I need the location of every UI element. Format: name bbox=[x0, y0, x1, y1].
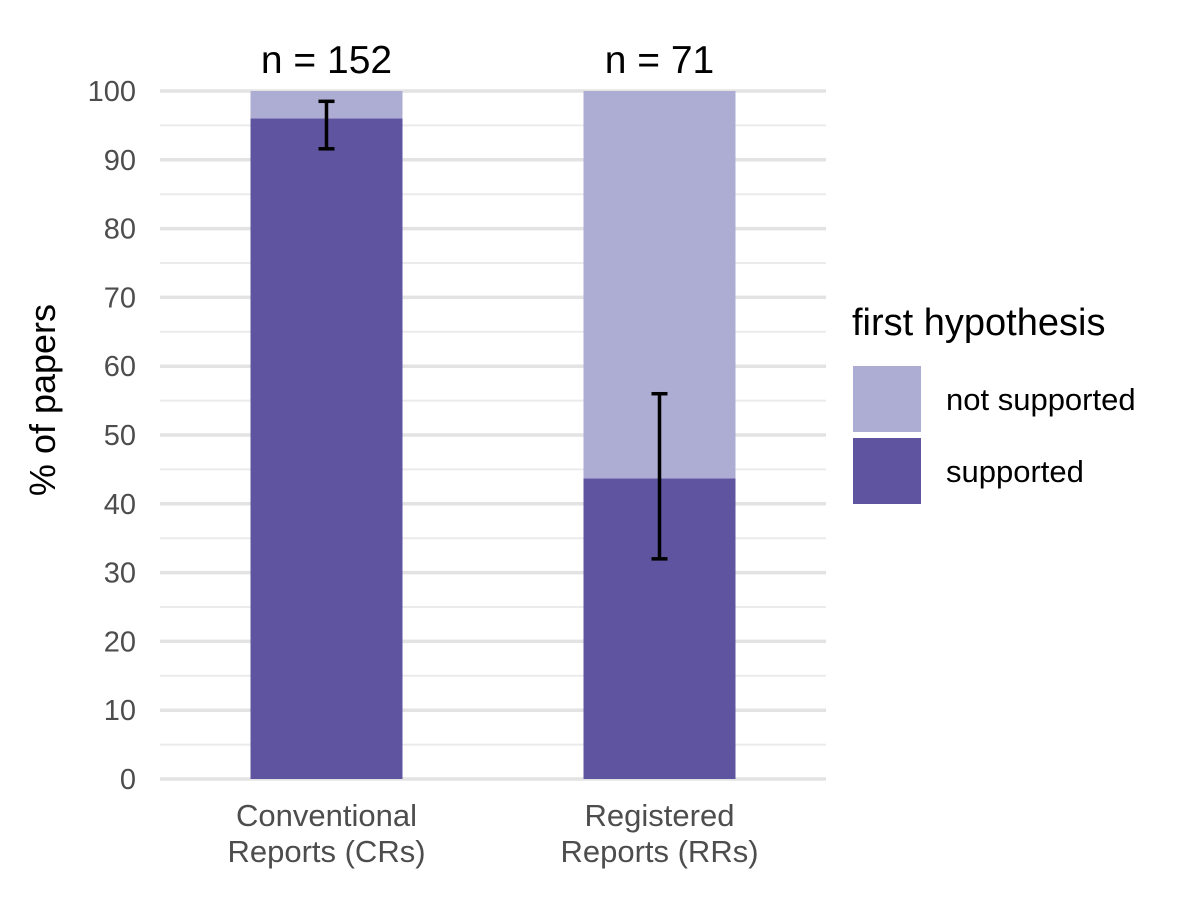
legend-swatch bbox=[853, 438, 921, 504]
x-axis-category-labels: Conventional Reports (CRs)Registered Repor… bbox=[227, 798, 758, 869]
x-category-label-line: Conventional bbox=[236, 798, 417, 833]
sample-size-label: n = 152 bbox=[261, 39, 392, 82]
y-tick-label: 50 bbox=[104, 420, 136, 452]
bars bbox=[250, 91, 736, 779]
y-tick-label: 60 bbox=[104, 351, 136, 383]
legend: first hypothesis not supported supported bbox=[852, 302, 1136, 504]
y-tick-label: 20 bbox=[104, 626, 136, 658]
y-tick-label: 90 bbox=[104, 145, 136, 177]
bar-segment-supported bbox=[250, 118, 403, 779]
y-tick-label: 100 bbox=[88, 76, 136, 108]
y-axis-ticks: 0 10 20 30 40 50 60 70 80 90 100 bbox=[88, 76, 136, 796]
x-category-label-line: Registered bbox=[585, 798, 735, 833]
y-tick-label: 70 bbox=[104, 282, 136, 314]
y-tick-label: 30 bbox=[104, 558, 136, 590]
y-tick-label: 10 bbox=[104, 695, 136, 727]
legend-items: not supported supported bbox=[853, 366, 1136, 504]
y-tick-label: 80 bbox=[104, 214, 136, 246]
x-category-label-line: Reports (RRs) bbox=[560, 834, 758, 869]
sample-size-label: n = 71 bbox=[605, 39, 715, 82]
y-axis-title: % of papers bbox=[22, 304, 63, 496]
legend-label: not supported bbox=[946, 382, 1136, 417]
y-tick-label: 0 bbox=[120, 764, 136, 796]
x-category-label: Conventional Reports (CRs) bbox=[227, 798, 425, 869]
legend-label: supported bbox=[946, 454, 1084, 489]
legend-swatch bbox=[853, 366, 921, 432]
legend-title: first hypothesis bbox=[852, 302, 1105, 344]
sample-size-labels: n = 152 n = 71 bbox=[261, 39, 714, 82]
error-bars bbox=[318, 99, 668, 561]
x-category-label-line: Reports (CRs) bbox=[227, 834, 425, 869]
x-category-label: Registered Reports (RRs) bbox=[560, 798, 758, 869]
y-tick-label: 40 bbox=[104, 489, 136, 521]
